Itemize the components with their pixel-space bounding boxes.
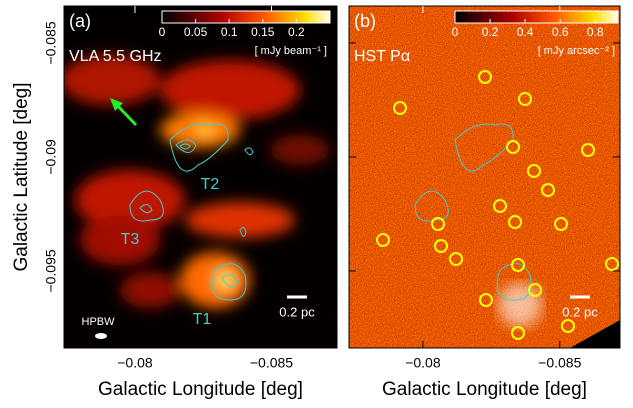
y-axis-label: Galactic Latitude [deg] (11, 82, 32, 271)
annotation: T2 (201, 176, 220, 193)
colorbar-tick-label: 0.15 (251, 25, 275, 39)
colorbar-tick-label: 0.2 (288, 25, 305, 39)
radio-image (64, 6, 337, 348)
x-tick-label: −0.08 (405, 355, 441, 371)
x-axis-label: Galactic Longitude [deg] (382, 379, 587, 400)
colorbar-tick-label: 0.8 (587, 25, 604, 39)
colorbar-tick-label: 0 (452, 25, 459, 39)
panel-title: VLA 5.5 GHz (69, 48, 162, 65)
colorbar-tick-label: 0.4 (517, 25, 534, 39)
colorbar (454, 10, 619, 24)
annotation: T3 (121, 231, 140, 248)
colorbar (161, 10, 331, 24)
x-tick-label: −0.08 (117, 355, 153, 371)
annotation: T1 (193, 311, 212, 328)
colorbar-tick-label: 0.05 (184, 25, 208, 39)
pa-image (349, 6, 620, 348)
scale-bar-label: 0.2 pc (279, 304, 315, 319)
colorbar-tick-label: 0.2 (482, 25, 499, 39)
panel-label: (a) (69, 11, 91, 31)
x-tick-label: −0.085 (250, 355, 293, 371)
source-circles (376, 70, 619, 340)
colorbar-label: [ mJy beam⁻¹ ] (255, 45, 327, 57)
colorbar-tick-label: 0.6 (552, 25, 569, 39)
colorbar-tick-label: 0.1 (221, 25, 238, 39)
y-tick-label: −0.085 (43, 21, 59, 64)
x-tick-label: −0.085 (538, 355, 581, 371)
x-axis-label: Galactic Longitude [deg] (98, 379, 303, 400)
y-tick-label: −0.095 (43, 249, 59, 292)
beam (95, 333, 107, 339)
arrow-head (110, 98, 123, 111)
panel-label: (b) (354, 11, 376, 31)
panel-title: HST Pα (354, 48, 410, 65)
annotation: HPBW (82, 316, 116, 328)
scale-bar-label: 0.2 pc (562, 304, 598, 319)
colorbar-label: [ mJy arcsec⁻² ] (538, 45, 615, 57)
arrow (114, 102, 138, 127)
contours (129, 123, 254, 301)
colorbar-tick-label: 0 (159, 25, 166, 39)
frame (348, 5, 621, 349)
y-tick-label: −0.09 (43, 139, 59, 175)
frame (63, 5, 338, 349)
